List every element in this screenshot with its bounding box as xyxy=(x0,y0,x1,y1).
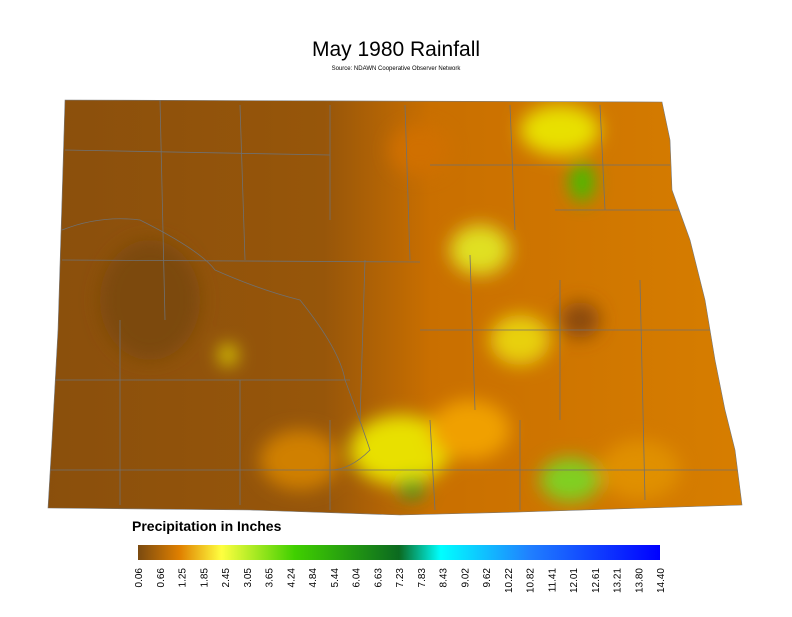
legend-tick-label: 12.61 xyxy=(591,568,602,593)
legend-tick-label: 13.80 xyxy=(634,568,645,593)
legend-tick-label: 13.21 xyxy=(613,568,624,593)
map-title: May 1980 Rainfall xyxy=(312,38,480,61)
rainfall-surface xyxy=(48,100,742,515)
map-subtitle: Source: NDAWN Cooperative Observer Netwo… xyxy=(332,66,462,72)
legend-tick-label: 9.02 xyxy=(460,568,471,588)
legend-ticks: 0.06 0.66 1.25 1.85 2.45 3.05 3.65 4.24 4.84 5.44… xyxy=(134,568,667,593)
legend-tick-label: 14.40 xyxy=(656,568,667,593)
legend-tick-label: 6.63 xyxy=(373,568,384,588)
legend-tick-label: 2.45 xyxy=(221,568,232,588)
legend-tick-label: 3.65 xyxy=(265,568,276,588)
legend-tick-label: 12.01 xyxy=(569,568,580,593)
legend-tick-label: 4.24 xyxy=(286,568,297,588)
legend-tick-label: 10.22 xyxy=(504,568,515,593)
legend-tick-label: 1.25 xyxy=(178,568,189,588)
legend-title: Precipitation in Inches xyxy=(132,518,282,534)
legend-tick-label: 3.05 xyxy=(243,568,254,588)
legend-tick-label: 4.84 xyxy=(308,568,319,588)
legend-tick-label: 0.06 xyxy=(134,568,145,588)
state-outline xyxy=(47,99,743,516)
legend-tick-label: 1.85 xyxy=(199,568,210,588)
color-scale xyxy=(138,545,660,560)
legend-tick-label: 11.41 xyxy=(547,568,558,593)
legend-tick-label: 8.43 xyxy=(439,568,450,588)
legend-tick-label: 5.44 xyxy=(330,568,341,588)
legend-tick-label: 10.82 xyxy=(526,568,537,593)
legend-tick-label: 6.04 xyxy=(352,568,363,588)
legend-tick-label: 9.62 xyxy=(482,568,493,588)
legend-tick-label: 7.83 xyxy=(417,568,428,588)
legend-tick-label: 7.23 xyxy=(395,568,406,588)
legend-tick-label: 0.66 xyxy=(156,568,167,588)
